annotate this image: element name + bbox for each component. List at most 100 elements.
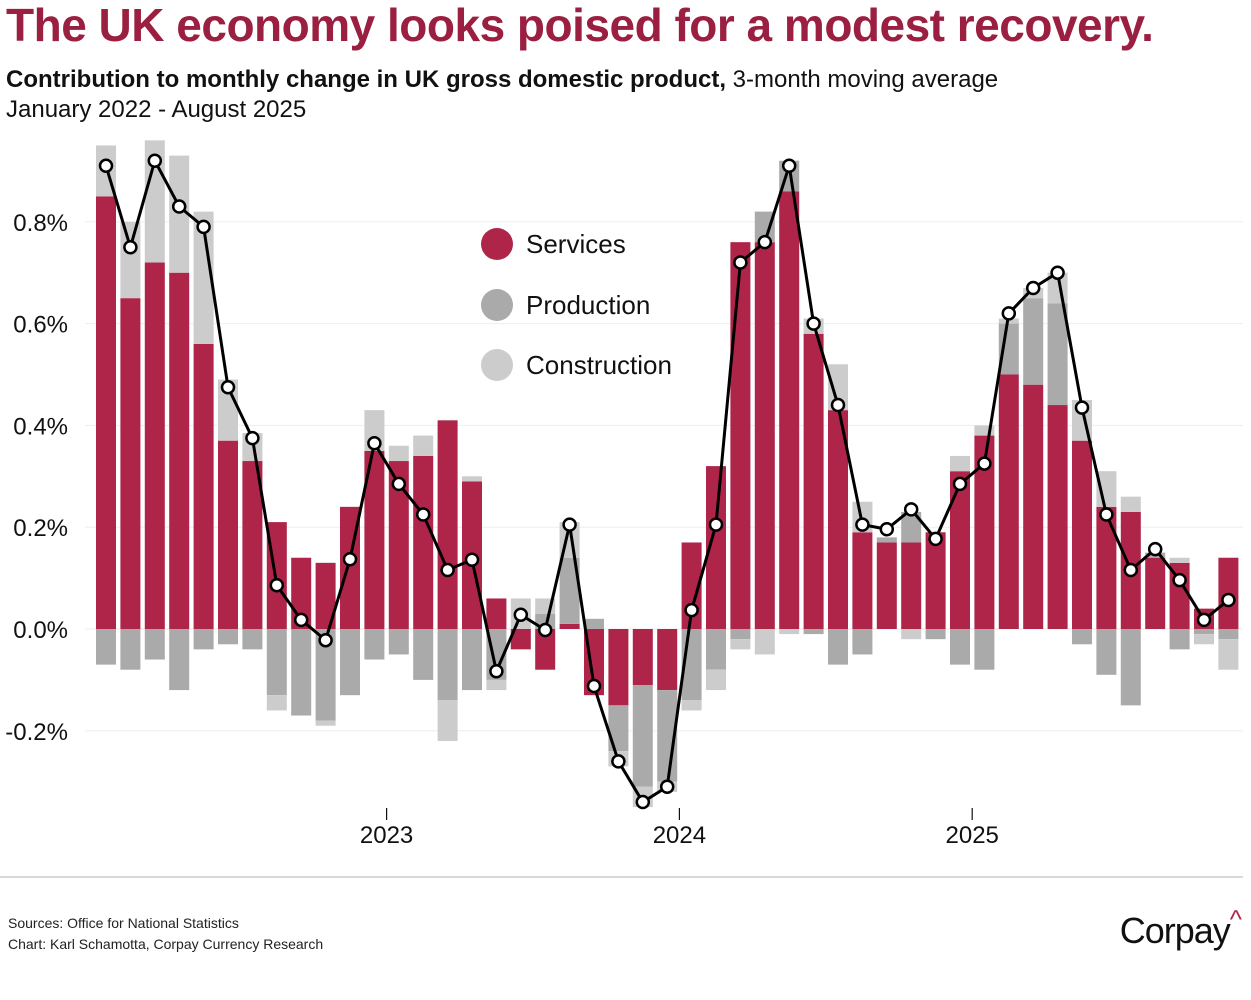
construction-bar [462, 476, 482, 482]
services-bar [120, 298, 141, 629]
services-bar [242, 461, 263, 629]
production-bar [925, 629, 946, 640]
services-bar [169, 272, 190, 629]
moving-average-point [611, 754, 626, 769]
services-bar [779, 191, 800, 629]
moving-average-point [293, 612, 309, 628]
services-bar [1072, 440, 1092, 629]
production-bar [96, 629, 116, 665]
moving-average-point [855, 517, 870, 532]
construction-bar [486, 679, 507, 691]
construction-bar [950, 455, 970, 472]
production-bar [462, 629, 482, 691]
legend-label-services: Services [526, 229, 626, 259]
moving-average-point [464, 552, 480, 568]
production-bar [120, 629, 141, 670]
production-bar [608, 705, 629, 752]
production-bar [242, 629, 263, 650]
x-tick-label: 2024 [653, 822, 706, 849]
construction-bar [1120, 496, 1141, 512]
services-bar [950, 471, 970, 629]
moving-average-point [659, 779, 675, 795]
services-bar [486, 598, 507, 629]
construction-bar [754, 629, 775, 655]
moving-average-point [391, 476, 407, 492]
services-bar [1096, 506, 1117, 629]
services-bar [1145, 557, 1166, 629]
moving-average-point [1172, 572, 1187, 588]
moving-average-point [171, 199, 187, 214]
production-bar [1120, 629, 1141, 706]
construction-bar [828, 364, 848, 411]
moving-average-point [757, 234, 773, 250]
production-bar [218, 629, 238, 645]
construction-bar [315, 720, 336, 726]
production-bar [852, 629, 873, 655]
production-bar [266, 629, 287, 696]
chart-title: The UK economy looks poised for a modest… [6, 0, 1154, 51]
production-bar [1218, 629, 1239, 640]
moving-average-point [1050, 265, 1065, 280]
legend-swatch-construction [481, 349, 513, 381]
legend-swatch-services [481, 228, 513, 260]
services-bar [437, 420, 458, 629]
production-bar [1072, 629, 1092, 645]
gdp-contribution-chart: -0.2% 0.0% 0.2% 0.4% 0.6% 0.8% 2023 2024 2025 Ser… [5, 140, 1243, 849]
construction-bar [169, 155, 190, 273]
services-bar [535, 629, 556, 670]
services-bar [803, 333, 824, 629]
production-bar [706, 629, 726, 670]
production-bar [584, 618, 604, 629]
moving-average-point [123, 240, 138, 255]
construction-bar [266, 695, 287, 711]
services-bar [974, 435, 995, 629]
chart-credit: Chart: Karl Schamotta, Corpay Currency R… [8, 936, 324, 952]
legend-label-production: Production [526, 290, 650, 320]
moving-average-point [1221, 592, 1236, 608]
moving-average-point [415, 507, 431, 522]
production-bar [974, 629, 995, 670]
moving-average-point [977, 456, 992, 471]
services-bar [852, 532, 873, 629]
services-bar [96, 196, 116, 629]
moving-average-point [318, 632, 333, 648]
production-bar [144, 629, 165, 660]
production-bar [169, 629, 190, 691]
services-bar [901, 542, 922, 629]
construction-bar [388, 445, 409, 462]
production-bar [388, 629, 409, 655]
production-bar [754, 211, 775, 243]
moving-average-point [367, 435, 382, 451]
services-bar [925, 532, 946, 629]
x-tick-label: 2023 [360, 822, 413, 849]
moving-average-point [1147, 541, 1163, 557]
moving-average-point [269, 577, 285, 593]
services-bar [876, 542, 897, 629]
production-bar [413, 629, 434, 680]
moving-average-point [928, 531, 943, 547]
production-bar [1023, 298, 1044, 385]
services-bar [1023, 384, 1044, 629]
moving-average-point [562, 517, 577, 532]
corpay-logo: Corpay^ [1120, 904, 1242, 952]
construction-bar [779, 629, 800, 635]
services-bar [144, 262, 165, 629]
services-bar [1047, 405, 1068, 629]
moving-average-point [903, 502, 919, 517]
x-tick-label: 2025 [946, 822, 999, 849]
footer-divider [0, 876, 1243, 878]
services-bar [632, 629, 653, 685]
construction-bar [1194, 634, 1214, 645]
moving-average-point [440, 562, 455, 578]
construction-bar [901, 629, 922, 640]
services-bar [608, 629, 629, 706]
moving-average-point [806, 316, 821, 331]
moving-average-point [342, 552, 358, 567]
services-bar [413, 455, 434, 629]
construction-bar [1169, 557, 1190, 563]
legend-swatch-production [481, 289, 513, 321]
production-bar [193, 629, 214, 650]
production-bar [901, 511, 922, 543]
moving-average-point [830, 397, 846, 413]
production-bar [1194, 629, 1214, 635]
